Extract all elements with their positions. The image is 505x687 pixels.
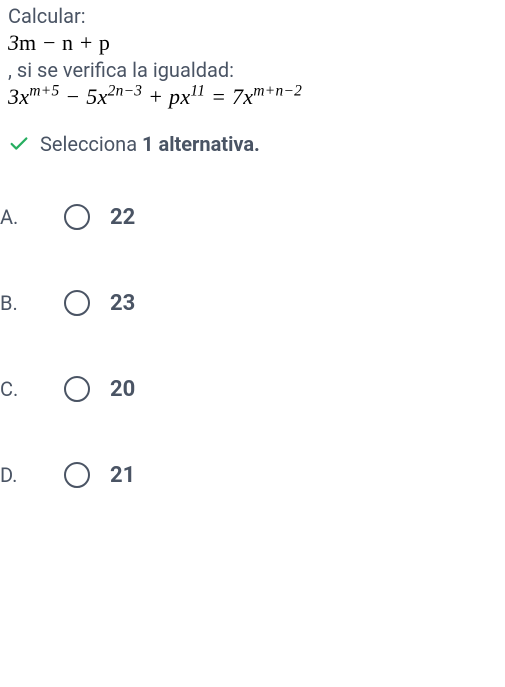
option-label: 22	[110, 205, 135, 230]
option-label: 21	[110, 463, 135, 488]
option-row[interactable]: A. 22	[0, 202, 505, 232]
option-letter: A.	[0, 205, 32, 229]
option-letter: D.	[0, 463, 32, 487]
radio-button[interactable]	[62, 202, 92, 232]
option-letter: C.	[0, 377, 32, 401]
instruction-bold: 1 alternativa.	[142, 132, 260, 156]
instruction-row: Selecciona 1 alternativa.	[8, 132, 505, 156]
expr-target: 3m − n + p	[8, 30, 505, 56]
option-label: 23	[110, 291, 135, 316]
prompt-mid: , si se verifica la igualdad:	[8, 58, 505, 82]
radio-button[interactable]	[62, 288, 92, 318]
instruction-prefix: Selecciona	[40, 132, 142, 156]
option-row[interactable]: B. 23	[0, 288, 505, 318]
check-icon	[8, 133, 30, 155]
option-row[interactable]: D. 21	[0, 460, 505, 490]
radio-button[interactable]	[62, 460, 92, 490]
option-letter: B.	[0, 291, 32, 315]
radio-button[interactable]	[62, 374, 92, 404]
options-list: A. 22 B. 23 C. 20 D. 21	[0, 202, 505, 490]
option-label: 20	[110, 377, 135, 402]
expr-equation: 3xm+5 − 5x2n−3 + px11 = 7xm+n−2	[8, 84, 505, 110]
prompt-lead: Calcular:	[8, 4, 505, 28]
question-block: Calcular: 3m − n + p , si se verifica la…	[0, 0, 505, 110]
instruction-text: Selecciona 1 alternativa.	[40, 132, 260, 156]
option-row[interactable]: C. 20	[0, 374, 505, 404]
